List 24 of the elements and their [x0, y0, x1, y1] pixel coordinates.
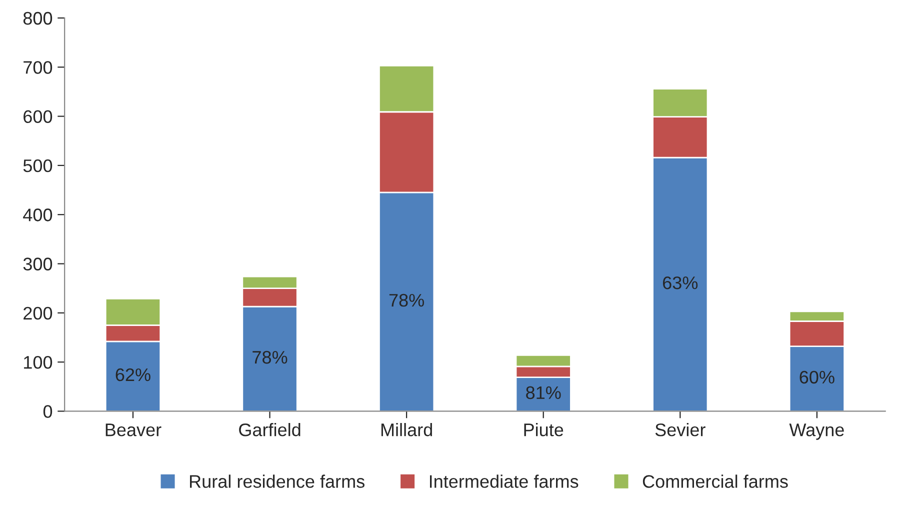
x-tick-label: Millard — [381, 423, 432, 436]
y-tick-label: 100 — [24, 356, 52, 369]
x-tick-label: Wayne — [789, 424, 844, 440]
legend-label: Rural residence farms — [190, 474, 364, 488]
y-tick-label: 0 — [43, 405, 52, 418]
annotation: 78% — [389, 294, 424, 307]
y-tick-label: 400 — [23, 208, 52, 222]
annotation: 63% — [663, 276, 698, 290]
annotation: 62% — [116, 368, 150, 382]
y-tick-label: 800 — [23, 12, 52, 25]
y-tick-label: 600 — [24, 110, 52, 124]
x-tick-label: Garfield — [239, 423, 300, 436]
y-tick-label: 700 — [24, 61, 52, 74]
y-tick-label: 300 — [23, 258, 52, 270]
annotation: 81% — [526, 386, 561, 400]
y-tick-label: 500 — [23, 159, 52, 172]
x-tick-label: Beaver — [106, 424, 162, 436]
legend-label: Intermediate farms — [430, 474, 578, 488]
annotation: 78% — [252, 350, 288, 364]
y-tick-label: 200 — [24, 306, 52, 320]
x-tick-label: Piute — [524, 423, 564, 436]
x-tick-label: Sevier — [655, 423, 706, 436]
annotation: 60% — [800, 370, 834, 384]
legend-label: Commercial farms — [642, 474, 788, 488]
